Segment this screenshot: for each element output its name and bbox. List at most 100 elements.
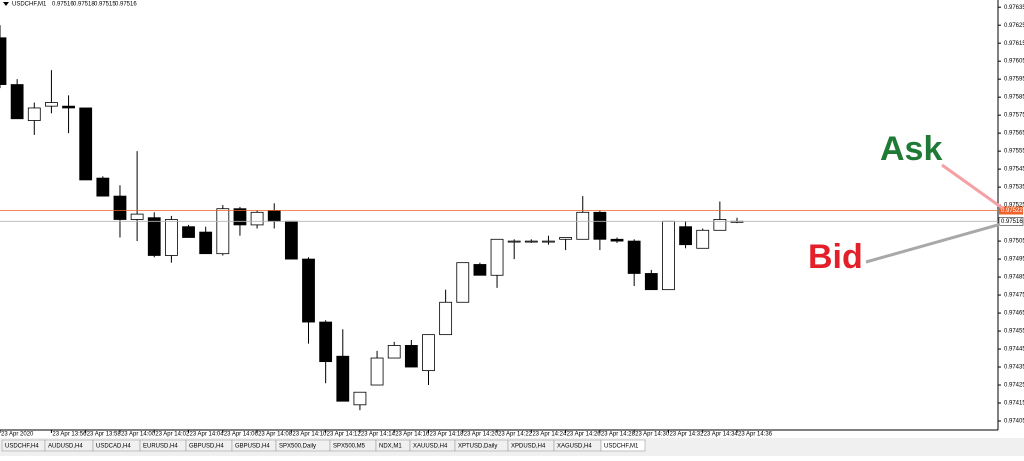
- candle-body: [610, 238, 624, 242]
- ask-arrow: [941, 163, 1004, 210]
- y-tick-label: 0.97405: [1004, 419, 1024, 425]
- tab-label[interactable]: GBPUSD,H4: [189, 444, 224, 450]
- candle-body: [199, 231, 213, 255]
- header-price: 0.97516: [52, 2, 74, 8]
- bid-label: 0.97516: [1001, 219, 1023, 225]
- candle-body: [130, 213, 144, 220]
- y-tick-label: 0.97495: [1004, 257, 1024, 263]
- candle-body: [182, 226, 195, 238]
- y-tick-label: 0.97605: [1004, 59, 1024, 65]
- y-tick-label: 0.97465: [1004, 311, 1024, 317]
- tab-label[interactable]: XPTUSD,Daily: [458, 444, 497, 450]
- candle-body: [593, 211, 607, 240]
- candle-body: [679, 226, 692, 246]
- candle-body: [542, 240, 555, 243]
- candle-body: [62, 105, 75, 109]
- header-price: 0.97516: [115, 2, 137, 8]
- x-tick-label: 23 Apr 14:08: [258, 432, 293, 438]
- candle-body: [284, 220, 298, 260]
- tab-label[interactable]: XAGUSD,H4: [557, 444, 592, 450]
- tab-label[interactable]: SPX500,Daily: [279, 444, 316, 450]
- x-tick-label: 23 Apr 14:28: [601, 432, 636, 438]
- y-tick-label: 0.97445: [1004, 347, 1024, 353]
- x-tick-label: 23 Apr 14:16: [395, 432, 430, 438]
- symbol-title: USDCHF,M1: [12, 2, 47, 8]
- candle-body: [267, 210, 281, 222]
- y-tick-label: 0.97535: [1004, 185, 1024, 191]
- y-tick-label: 0.97595: [1004, 77, 1024, 83]
- x-tick-label: 23 Apr 14:24: [532, 432, 567, 438]
- ask-label-box: [999, 206, 1023, 215]
- x-tick-label: 23 Apr 13:58: [87, 432, 122, 438]
- y-tick-label: 0.97555: [1004, 149, 1024, 155]
- header-price: 0.97515: [94, 2, 116, 8]
- tab-label[interactable]: USDCHF,M1: [604, 444, 639, 450]
- candle-body: [216, 208, 230, 255]
- x-tick-label: 23 Apr 14:30: [635, 432, 670, 438]
- x-tick-label: 23 Apr 14:36: [738, 432, 773, 438]
- x-tick-label: 23 Apr 14:00: [121, 432, 156, 438]
- candle-body: [559, 237, 573, 240]
- candle-body: [233, 208, 247, 226]
- x-tick-label: 23 Apr 13:56: [52, 432, 87, 438]
- candle-body: [387, 345, 401, 359]
- menu-icon[interactable]: [3, 2, 9, 6]
- candle-body: [113, 195, 127, 220]
- candle-body: [96, 177, 110, 197]
- y-tick-label: 0.97455: [1004, 329, 1024, 335]
- candle-body: [79, 107, 93, 181]
- y-tick-label: 0.97505: [1004, 239, 1024, 245]
- y-tick-label: 0.97415: [1004, 401, 1024, 407]
- candle-body: [319, 321, 333, 363]
- y-tick-label: 0.97585: [1004, 95, 1024, 101]
- tab-label[interactable]: XAUUSD,H4: [413, 444, 448, 450]
- y-tick-label: 0.97565: [1004, 131, 1024, 137]
- candle-body: [45, 102, 58, 107]
- candle-body: [27, 107, 41, 121]
- x-tick-label: 23 Apr 14:32: [669, 432, 704, 438]
- tab-label[interactable]: USDCHF,H4: [5, 444, 39, 450]
- candle-body: [404, 345, 418, 368]
- x-tick-label: 23 Apr 14:20: [464, 432, 499, 438]
- tab-label[interactable]: USDCAD,H4: [96, 444, 131, 450]
- tab-label[interactable]: GBPUSD,H4: [235, 444, 270, 450]
- candle-body: [0, 37, 7, 85]
- candle-body: [147, 217, 161, 256]
- x-tick-label: 23 Apr 14:02: [155, 432, 190, 438]
- ask-label: 0.97522: [1001, 208, 1023, 214]
- x-tick-label: 23 Apr 14:18: [429, 432, 464, 438]
- candle-body: [696, 229, 710, 249]
- y-tick-label: 0.97475: [1004, 293, 1024, 299]
- tab-label[interactable]: NDX,M1: [379, 444, 402, 450]
- candle-body: [662, 220, 675, 291]
- tab[interactable]: [600, 439, 646, 452]
- candle-body: [490, 238, 504, 276]
- tab-label[interactable]: AUDUSD,H4: [48, 444, 83, 450]
- candle-body: [10, 84, 24, 120]
- candle-body: [507, 240, 521, 243]
- x-tick-label: 23 Apr 14:26: [567, 432, 602, 438]
- candle-body: [370, 357, 384, 386]
- tab-label[interactable]: XPDUSD,H4: [511, 444, 546, 450]
- x-tick-label: 23 Apr 14:14: [361, 432, 396, 438]
- candle-body: [439, 301, 453, 336]
- candle-body: [353, 391, 367, 406]
- candle-body: [524, 240, 538, 243]
- y-tick-label: 0.97485: [1004, 275, 1024, 281]
- y-tick-label: 0.97525: [1004, 203, 1024, 209]
- bid-arrow: [865, 222, 1001, 264]
- x-tick-label: 23 Apr 14:10: [292, 432, 327, 438]
- x-tick-label: 23 Apr 14:06: [224, 432, 259, 438]
- x-tick-label: 23 Apr 14:04: [190, 432, 225, 438]
- y-tick-label: 0.97615: [1004, 41, 1024, 47]
- bid-annotation: Bid: [808, 238, 863, 276]
- candle-body: [250, 211, 264, 226]
- tab-label[interactable]: EURUSD,H4: [143, 444, 178, 450]
- y-tick-label: 0.97625: [1004, 23, 1024, 29]
- y-tick-label: 0.97545: [1004, 167, 1024, 173]
- tab-label[interactable]: SPX500,M5: [333, 444, 366, 450]
- candle-body: [473, 264, 487, 276]
- x-tick-label: 23 Apr 14:12: [327, 432, 362, 438]
- candle-body: [302, 258, 315, 323]
